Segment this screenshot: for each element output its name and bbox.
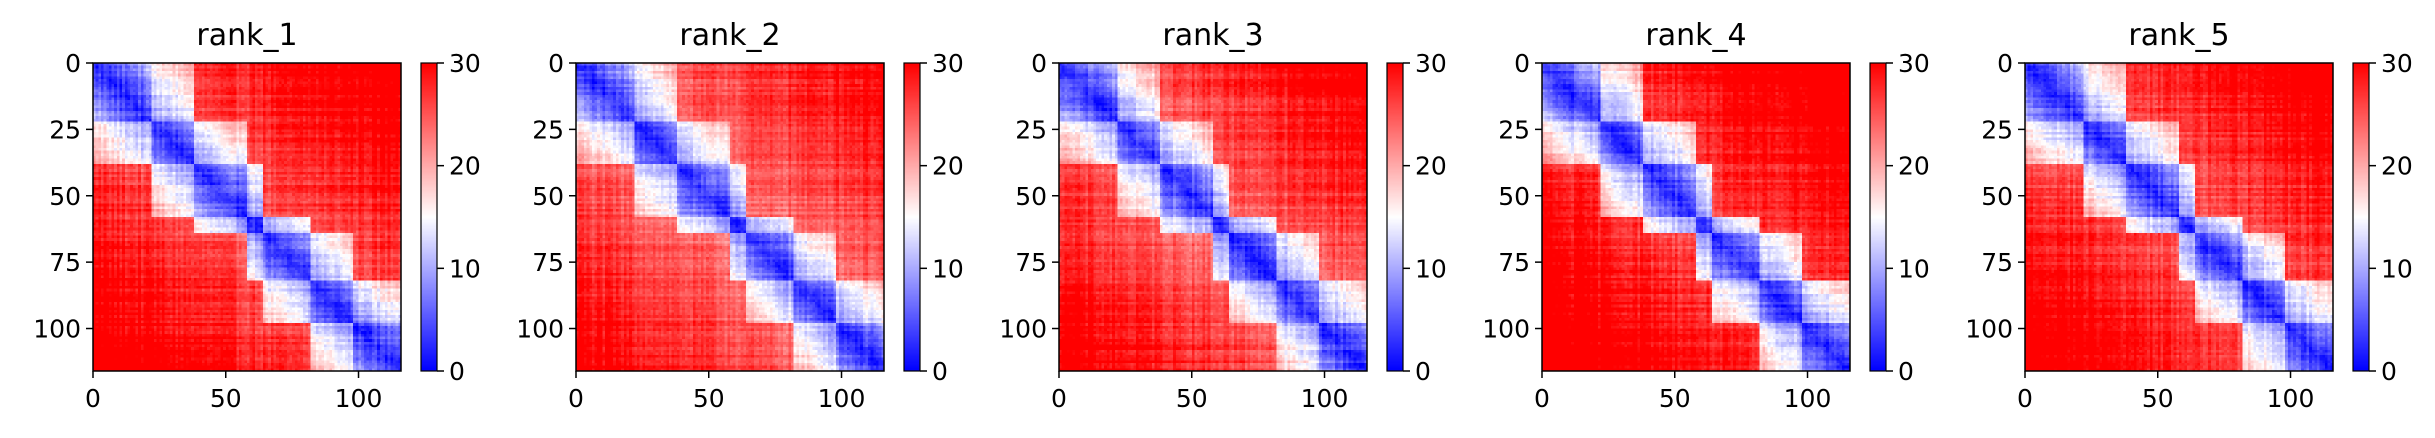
heatmap-panel: rank_2 0 50 100 0 25 50 75 100 0 10 20 30 bbox=[516, 18, 964, 413]
x-tick-label: 0 bbox=[1534, 384, 1550, 413]
y-tick-label: 50 bbox=[532, 182, 564, 211]
axes-frame bbox=[92, 62, 402, 372]
y-tick-label: 75 bbox=[1015, 248, 1047, 277]
y-tick-label: 50 bbox=[1981, 182, 2013, 211]
x-tick-label: 0 bbox=[2017, 384, 2033, 413]
colorbar-frame bbox=[2352, 62, 2370, 372]
x-tick-label: 0 bbox=[568, 384, 584, 413]
colorbar-tick-label: 30 bbox=[1898, 49, 1930, 78]
colorbar-gradient bbox=[421, 63, 437, 371]
x-tick-label: 100 bbox=[818, 384, 866, 413]
y-tick-label: 25 bbox=[49, 115, 81, 144]
colorbar-tick-label: 20 bbox=[1415, 152, 1447, 181]
colorbar-tick-label: 30 bbox=[932, 49, 964, 78]
panel-title: rank_1 bbox=[196, 18, 297, 53]
y-tick-label: 0 bbox=[1031, 49, 1047, 78]
x-tick-label: 50 bbox=[1176, 384, 1208, 413]
colorbar-tick-label: 30 bbox=[1415, 49, 1447, 78]
x-tick-label: 50 bbox=[1659, 384, 1691, 413]
y-tick-label: 50 bbox=[1498, 182, 1530, 211]
x-tick-label: 0 bbox=[1051, 384, 1067, 413]
panel-title: rank_4 bbox=[1645, 18, 1746, 53]
y-tick-label: 75 bbox=[1981, 248, 2013, 277]
colorbar-tick-label: 10 bbox=[932, 254, 964, 283]
colorbar-frame bbox=[420, 62, 438, 372]
heatmap-cells bbox=[93, 63, 401, 371]
colorbar-tick-label: 0 bbox=[932, 357, 948, 386]
y-tick-label: 75 bbox=[1498, 248, 1530, 277]
colorbar-gradient bbox=[1870, 63, 1886, 371]
y-tick-label: 25 bbox=[532, 115, 564, 144]
x-tick-label: 100 bbox=[2267, 384, 2315, 413]
y-tick-label: 100 bbox=[1965, 315, 2013, 344]
colorbar-tick-label: 20 bbox=[449, 152, 481, 181]
heatmap-cells bbox=[1542, 63, 1850, 371]
x-tick-label: 100 bbox=[1301, 384, 1349, 413]
axes-frame bbox=[575, 62, 885, 372]
y-tick-label: 50 bbox=[1015, 182, 1047, 211]
colorbar-frame bbox=[903, 62, 921, 372]
colorbar-tick-label: 0 bbox=[1415, 357, 1431, 386]
panel-title: rank_2 bbox=[679, 18, 780, 53]
heatmap-cells bbox=[2025, 63, 2333, 371]
x-tick-label: 100 bbox=[1784, 384, 1832, 413]
y-tick-label: 0 bbox=[548, 49, 564, 78]
y-tick-label: 100 bbox=[999, 315, 1047, 344]
x-tick-label: 0 bbox=[85, 384, 101, 413]
colorbar-frame bbox=[1386, 62, 1404, 372]
colorbar-tick-label: 10 bbox=[449, 254, 481, 283]
axes-frame bbox=[1058, 62, 1368, 372]
x-tick-label: 50 bbox=[210, 384, 242, 413]
axes-frame bbox=[2024, 62, 2334, 372]
colorbar-gradient bbox=[1387, 63, 1403, 371]
colorbar-tick-label: 20 bbox=[2381, 152, 2413, 181]
y-tick-label: 25 bbox=[1981, 115, 2013, 144]
axes-frame bbox=[1541, 62, 1851, 372]
y-tick-label: 0 bbox=[1514, 49, 1530, 78]
y-tick-label: 100 bbox=[33, 315, 81, 344]
heatmap-panel: rank_1 0 50 100 0 25 50 75 100 0 10 20 30 bbox=[33, 18, 481, 413]
heatmap-cells bbox=[1059, 63, 1367, 371]
heatmap-panel: rank_3 0 50 100 0 25 50 75 100 0 10 20 30 bbox=[999, 18, 1447, 413]
colorbar-tick-label: 20 bbox=[1898, 152, 1930, 181]
heatmap-panel: rank_5 0 50 100 0 25 50 75 100 0 10 20 30 bbox=[1965, 18, 2413, 413]
y-tick-label: 0 bbox=[1997, 49, 2013, 78]
x-tick-label: 100 bbox=[335, 384, 383, 413]
y-tick-label: 25 bbox=[1498, 115, 1530, 144]
colorbar-gradient bbox=[904, 63, 920, 371]
y-tick-label: 100 bbox=[1482, 315, 1530, 344]
panel-title: rank_3 bbox=[1162, 18, 1263, 53]
x-tick-label: 50 bbox=[2142, 384, 2174, 413]
y-tick-label: 25 bbox=[1015, 115, 1047, 144]
colorbar-tick-label: 20 bbox=[932, 152, 964, 181]
panel-title: rank_5 bbox=[2128, 18, 2229, 53]
y-tick-label: 75 bbox=[532, 248, 564, 277]
y-tick-label: 75 bbox=[49, 248, 81, 277]
x-tick-label: 50 bbox=[693, 384, 725, 413]
colorbar-tick-label: 10 bbox=[1415, 254, 1447, 283]
heatmap-cells bbox=[576, 63, 884, 371]
heatmap-panel: rank_4 0 50 100 0 25 50 75 100 0 10 20 30 bbox=[1482, 18, 1930, 413]
colorbar-gradient bbox=[2353, 63, 2369, 371]
colorbar-frame bbox=[1869, 62, 1887, 372]
colorbar-tick-label: 30 bbox=[2381, 49, 2413, 78]
colorbar-tick-label: 0 bbox=[1898, 357, 1914, 386]
colorbar-tick-label: 30 bbox=[449, 49, 481, 78]
colorbar-tick-label: 0 bbox=[449, 357, 465, 386]
colorbar-tick-label: 0 bbox=[2381, 357, 2397, 386]
colorbar-tick-label: 10 bbox=[1898, 254, 1930, 283]
y-tick-label: 100 bbox=[516, 315, 564, 344]
y-tick-label: 50 bbox=[49, 182, 81, 211]
colorbar-tick-label: 10 bbox=[2381, 254, 2413, 283]
y-tick-label: 0 bbox=[65, 49, 81, 78]
